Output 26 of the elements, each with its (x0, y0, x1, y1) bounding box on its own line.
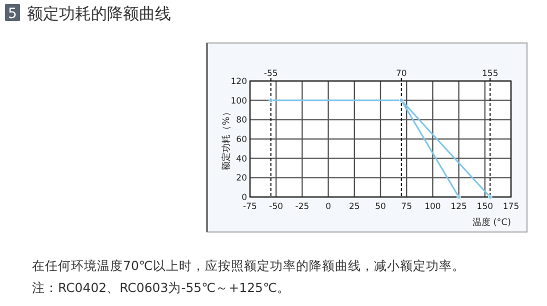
ref-line-label: 70 (396, 69, 407, 79)
x-tick-label: -50 (269, 202, 284, 212)
ref-line-label: 155 (482, 69, 498, 79)
x-tick-label: 50 (375, 202, 386, 212)
x-tick-label: 25 (348, 202, 360, 212)
y-tick-label: 20 (236, 174, 247, 184)
x-tick-label: 100 (424, 202, 441, 212)
y-tick-label: 40 (236, 154, 247, 164)
x-axis-title: 温度 (°C) (472, 217, 511, 228)
y-tick-label: 60 (236, 135, 247, 145)
text: 5 额定功耗的降额曲线 (8, 4, 171, 23)
x-tick-label: -25 (295, 202, 310, 212)
x-tick-label: 125 (450, 202, 467, 212)
y-tick-label: 80 (236, 116, 247, 126)
y-axis-title: 额定功耗（%） (221, 108, 232, 170)
x-tick-label: 75 (401, 202, 412, 212)
y-tick-label: 120 (230, 77, 247, 87)
text: 注：RC0402、RC0603为-55℃～+125℃。 (32, 280, 290, 295)
x-tick-label: 150 (476, 202, 494, 212)
text: 在任何环境温度70℃以上时，应按照额定功率的降额曲线，减小额定功率。 (32, 258, 465, 273)
y-tick-label: 0 (242, 193, 247, 203)
ref-line-label: -55 (264, 69, 278, 79)
x-tick-label: -75 (243, 202, 257, 212)
y-tick-label: 100 (230, 96, 247, 106)
x-tick-label: 175 (502, 202, 520, 212)
x-tick-label: 0 (326, 202, 332, 212)
